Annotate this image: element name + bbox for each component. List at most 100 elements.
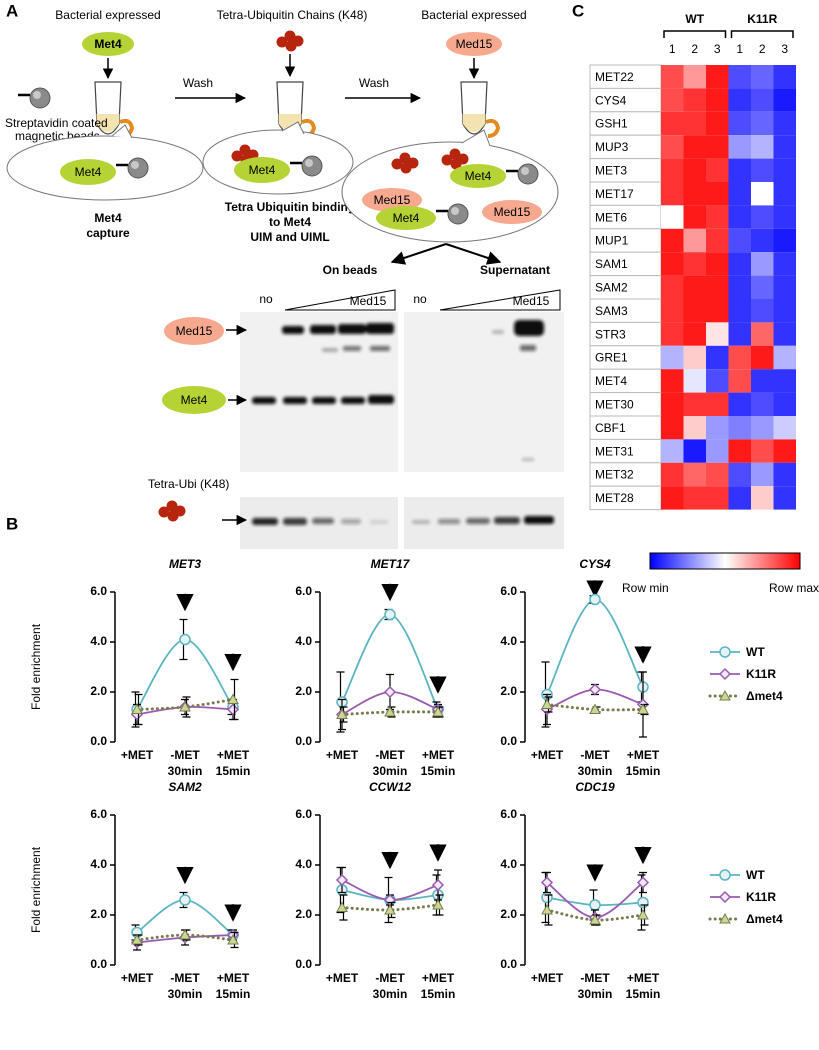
protein-label: Met4 [75, 165, 102, 179]
legend-label: Δmet4 [746, 689, 783, 703]
heatmap-cell [706, 88, 729, 112]
x-tick-sublabel: 30min [168, 764, 203, 778]
x-tick-sublabel: 30min [578, 987, 613, 1001]
series-line [546, 598, 644, 695]
protein-shape [482, 200, 542, 224]
heatmap-cell [728, 299, 751, 323]
heatmap-cell [773, 392, 796, 416]
x-tick-label: +MET [627, 748, 660, 762]
data-point [589, 913, 601, 925]
heatmap-cell [728, 205, 751, 229]
legend-marker [719, 646, 731, 658]
chart-title: CCW12 [369, 780, 411, 794]
heatmap-cell [683, 252, 706, 276]
heatmap-cell [706, 252, 729, 276]
heatmap-cell [728, 439, 751, 463]
x-tick-label: +MET [217, 748, 250, 762]
heatmap-cell [751, 158, 774, 182]
arrow [445, 243, 502, 265]
chart-title: MET17 [371, 557, 411, 571]
heatmap-cell [683, 111, 706, 136]
heatmap-cell [661, 416, 684, 440]
heatmap-cell [728, 158, 751, 182]
x-tick-sublabel: 15min [421, 764, 456, 778]
heatmap-cell [751, 416, 774, 440]
ubiquitin [158, 500, 186, 522]
heatmap-cell [683, 486, 706, 510]
legend-label: K11R [746, 890, 776, 904]
protein-shape [162, 386, 226, 414]
data-point [179, 928, 191, 940]
heatmap-cell [706, 182, 729, 206]
heatmap-cell [661, 369, 684, 393]
heatmap-cell [728, 182, 751, 206]
heatmap-cell [773, 88, 796, 112]
heatmap-cell [751, 345, 774, 370]
heatmap-cell [661, 205, 684, 229]
fraction-label: Supernatant [480, 263, 550, 277]
data-point [637, 703, 649, 714]
bead [16, 86, 52, 110]
heatmap-cell [773, 135, 796, 159]
row-label: STR3 [595, 327, 626, 341]
heatmap-cell [751, 462, 774, 487]
legend-marker [718, 890, 732, 904]
step-caption: Tetra Ubiquitin binding [225, 200, 355, 214]
chart-title: CYS4 [579, 557, 611, 571]
y-tick-label: 6.0 [90, 807, 107, 821]
heatmap-cell [773, 416, 796, 440]
y-tick-label: 4.0 [500, 634, 517, 648]
heatmap-cell [728, 275, 751, 299]
line-chart: CCW12 0.0 2.0 4.0 6.0 +MET -MET 30min +MET 15min [295, 780, 455, 1001]
data-point [384, 705, 396, 717]
protein-shape [376, 206, 436, 230]
legend-label: Δmet4 [746, 912, 783, 926]
heatmap-cell [751, 369, 774, 393]
row-label: MET6 [595, 210, 627, 224]
gradient-triangle [439, 289, 561, 311]
heatmap-cell [683, 322, 706, 346]
bubble-tail [461, 129, 491, 147]
x-tick-sublabel: 15min [626, 764, 661, 778]
y-tick-label: 0.0 [90, 734, 107, 748]
heatmap-cell [773, 439, 796, 463]
heatmap-cell [661, 486, 684, 510]
x-tick-label: -MET [580, 748, 610, 762]
data-point [541, 698, 553, 709]
row-label: CBF1 [595, 421, 626, 435]
y-tick-label: 6.0 [295, 584, 312, 598]
heatmap-cell [661, 65, 684, 89]
heatmap-cell [773, 462, 796, 487]
heatmap-cell [773, 252, 796, 276]
y-tick-label: 0.0 [295, 734, 312, 748]
heatmap-cell [751, 135, 774, 159]
colorbar-label: Row min [622, 581, 669, 595]
heatmap-cell [728, 135, 751, 159]
protein-shape [362, 188, 422, 212]
y-tick-label: 6.0 [295, 807, 312, 821]
heatmap-cell [661, 135, 684, 159]
y-tick-label: 4.0 [90, 857, 107, 871]
data-point [131, 703, 143, 714]
legend-marker [719, 869, 731, 881]
data-point [384, 903, 396, 915]
heatmap-cell [728, 322, 751, 346]
y-tick-label: 2.0 [295, 907, 312, 921]
y-tick-label: 0.0 [500, 734, 517, 748]
protein-label: Met4 [94, 37, 122, 51]
step-header: Tetra-Ubiquitin Chains (K48) [217, 8, 368, 22]
heatmap-cell [728, 65, 751, 89]
legend-label: K11R [746, 667, 776, 681]
x-tick-sublabel: 30min [578, 764, 613, 778]
heatmap-cell [706, 322, 729, 346]
data-point [637, 908, 649, 920]
heatmap-cell [773, 182, 796, 206]
row-label: Med15 [176, 324, 213, 338]
heatmap-cell [751, 228, 774, 253]
heatmap-cell [751, 439, 774, 463]
y-tick-label: 4.0 [295, 857, 312, 871]
heatmap-cell [683, 182, 706, 206]
column-label: 1 [736, 42, 743, 56]
tube [459, 80, 500, 138]
row-label: MET32 [595, 468, 634, 482]
